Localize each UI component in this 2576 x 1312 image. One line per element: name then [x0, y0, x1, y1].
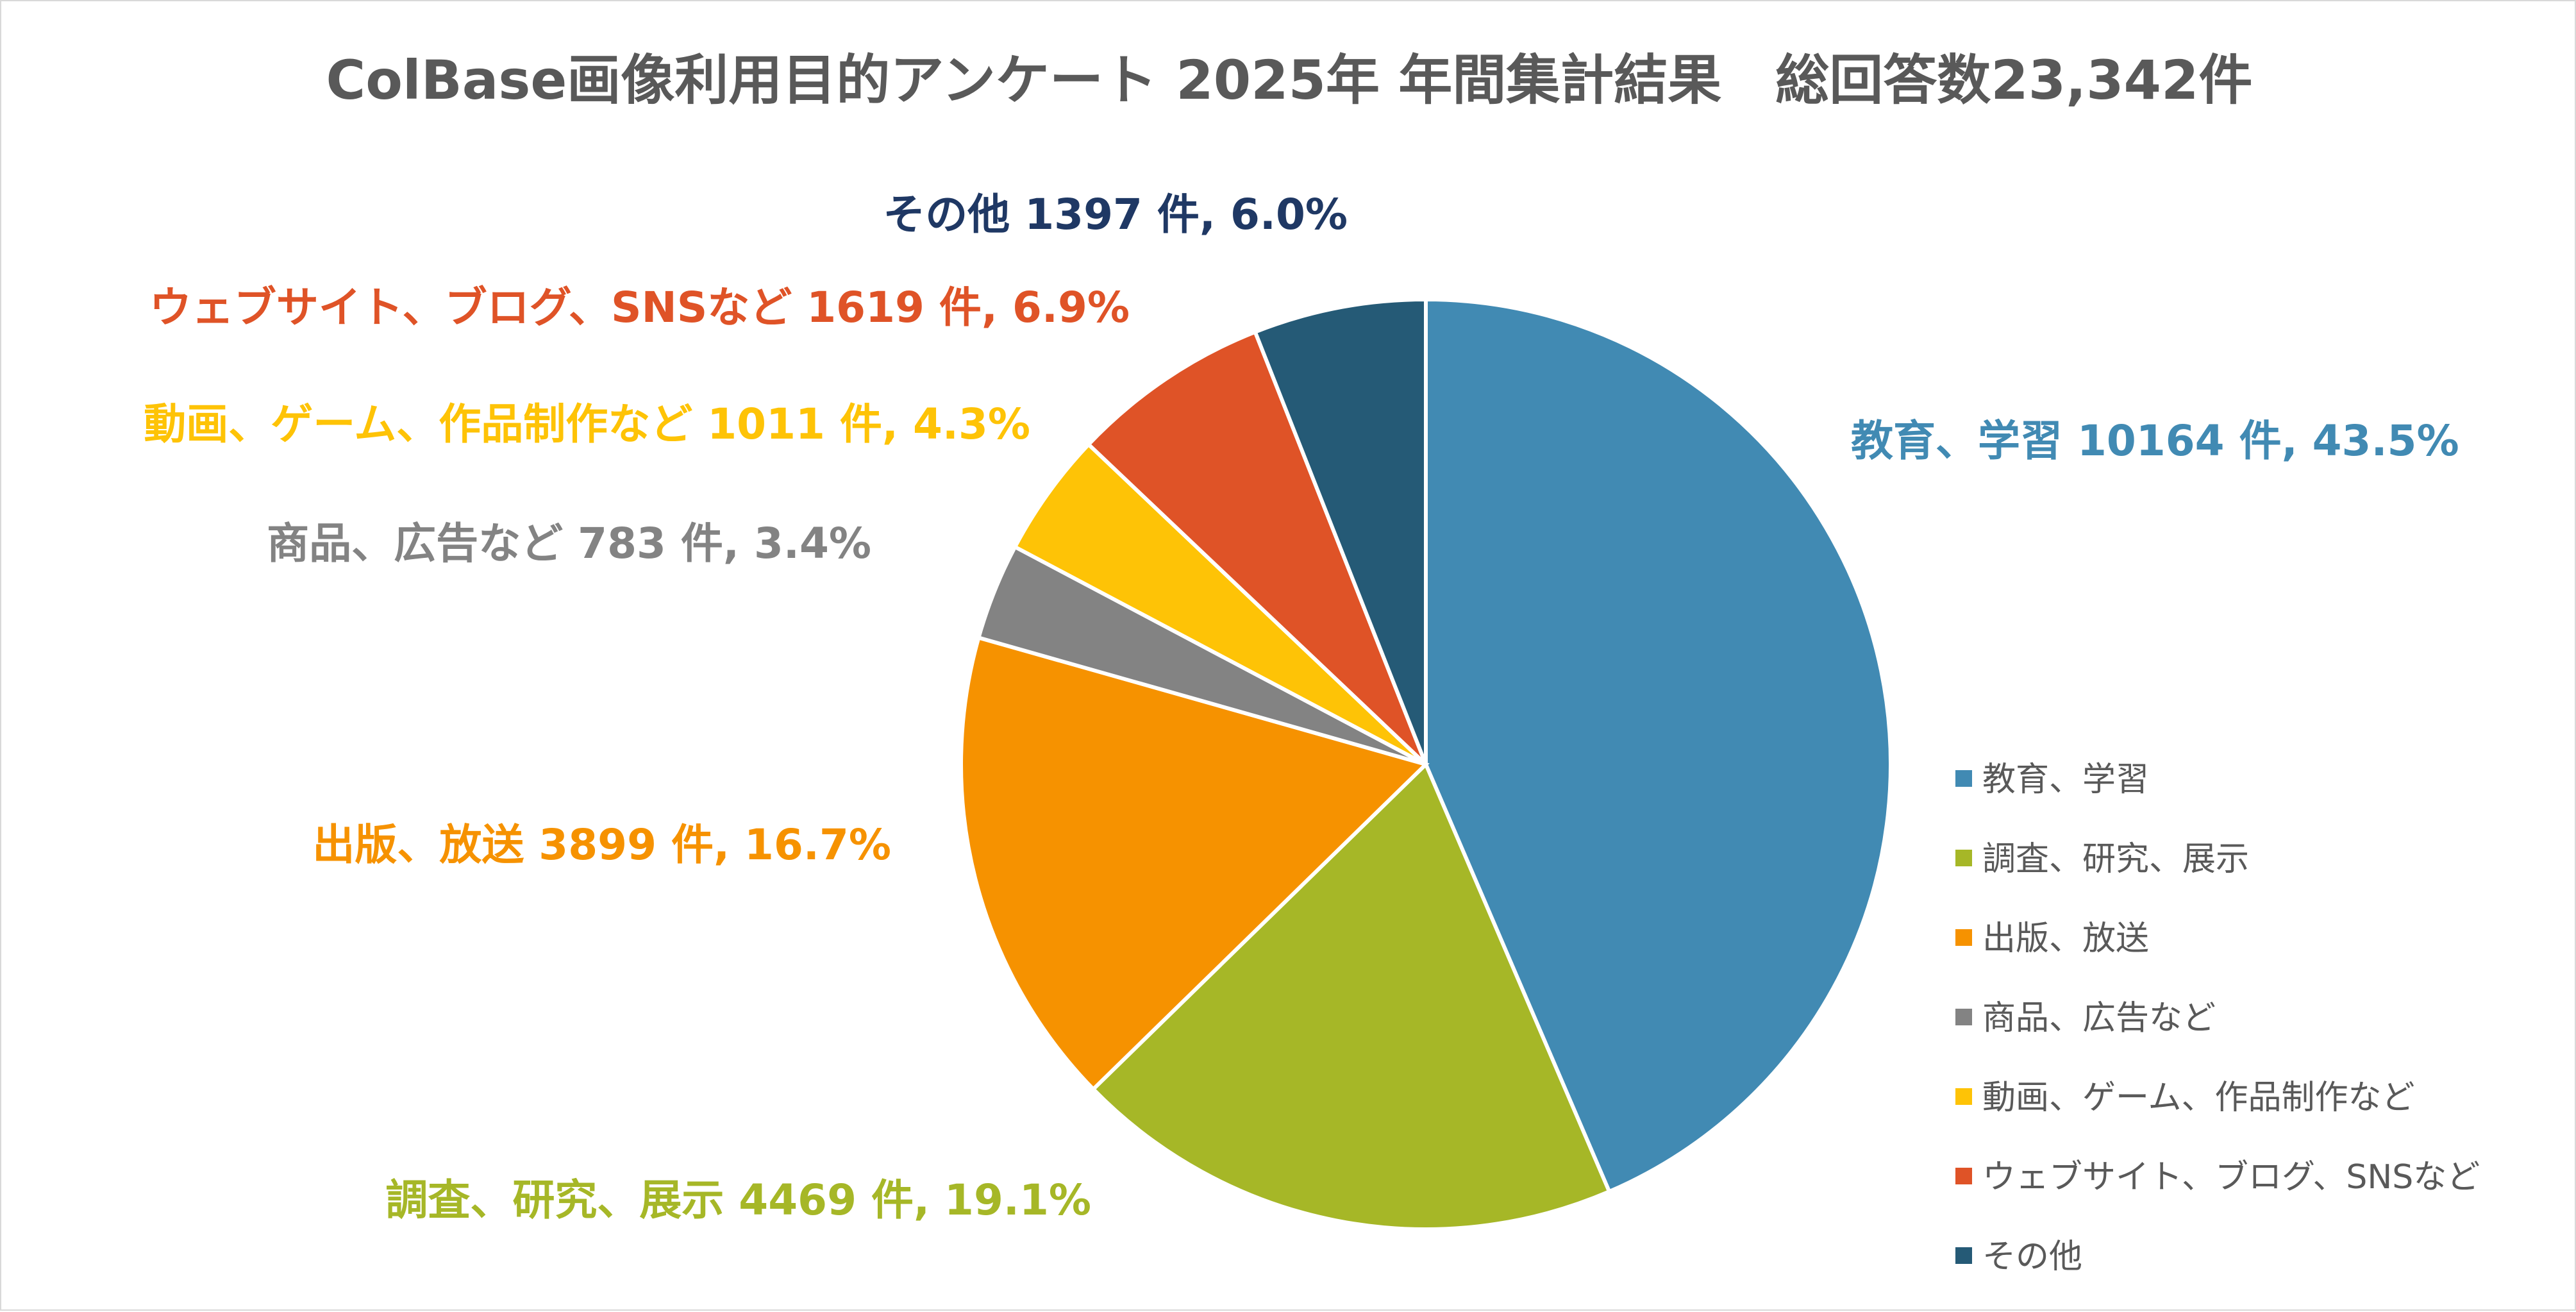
pie-slice	[1012, 441, 1428, 766]
legend: 教育、学習調査、研究、展示出版、放送商品、広告など動画、ゲーム、作品制作などウェ…	[1955, 761, 2480, 1276]
data-label: 商品、広告など 783 件, 3.4%	[267, 519, 871, 568]
pie-slice	[1424, 297, 1893, 1195]
data-label: ウェブサイト、ブログ、SNSなど 1619 件, 6.9%	[149, 283, 1130, 332]
data-labels: 教育、学習 10164 件, 43.5% 調査、研究、展示 4469 件, 19.…	[144, 190, 2459, 1225]
legend-label: 商品、広告など	[1982, 999, 2216, 1038]
legend-swatch	[1955, 1009, 1972, 1025]
data-label: その他 1397 件, 6.0%	[883, 190, 1348, 239]
legend-swatch	[1955, 850, 1972, 866]
legend-swatch	[1955, 1088, 1972, 1105]
pie-slice	[1091, 761, 1612, 1231]
data-label: 調査、研究、展示 4469 件, 19.1%	[385, 1175, 1091, 1225]
pie-slice	[959, 635, 1430, 1092]
data-label: 動画、ゲーム、作品制作など 1011 件, 4.3%	[144, 399, 1030, 449]
data-label: 教育、学習 10164 件, 43.5%	[1851, 416, 2459, 466]
legend-label: その他	[1982, 1238, 2082, 1276]
pie-slices	[959, 297, 1893, 1231]
chart-title: ColBase画像利用目的アンケート 2025年 年間集計結果 総回答数23,3…	[326, 49, 2253, 112]
legend-swatch	[1955, 770, 1972, 787]
legend-label: ウェブサイト、ブログ、SNSなど	[1982, 1158, 2480, 1197]
legend-swatch	[1955, 929, 1972, 946]
pie-slice	[1252, 297, 1428, 766]
pie-slice	[1085, 329, 1428, 766]
legend-label: 動画、ゲーム、作品制作など	[1982, 1079, 2414, 1117]
legend-label: 教育、学習	[1982, 761, 2149, 799]
legend-swatch	[1955, 1168, 1972, 1184]
data-label: 出版、放送 3899 件, 16.7%	[312, 820, 891, 870]
legend-swatch	[1955, 1247, 1972, 1264]
legend-label: 調査、研究、展示	[1982, 840, 2249, 879]
legend-label: 出版、放送	[1982, 920, 2149, 958]
